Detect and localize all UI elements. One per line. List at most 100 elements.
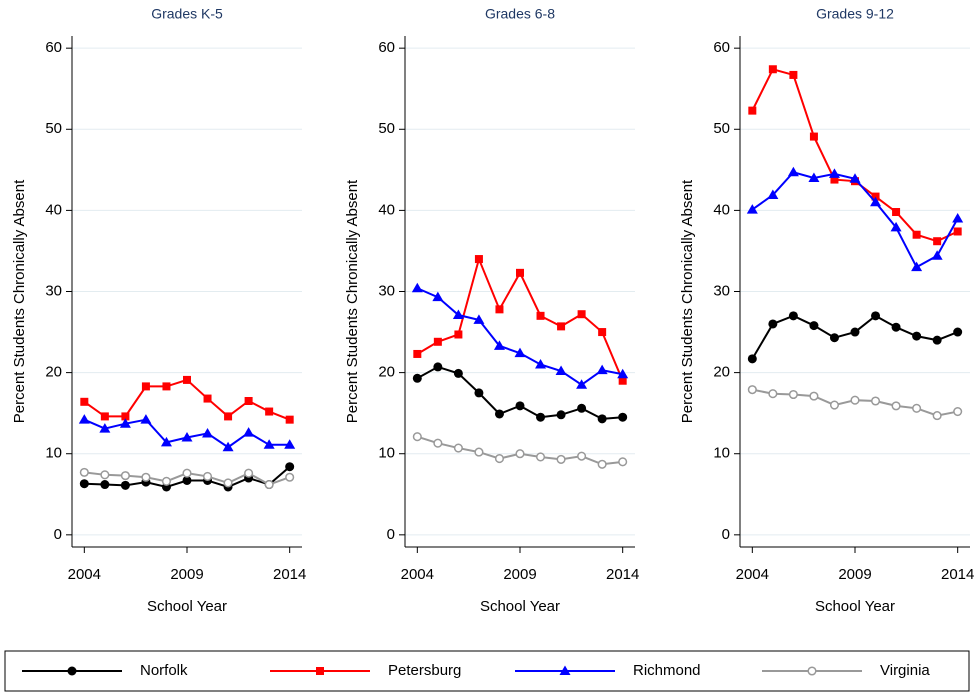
marker	[284, 439, 296, 449]
marker	[748, 106, 757, 115]
y-tick-label: 40	[45, 201, 62, 218]
marker	[932, 411, 942, 421]
y-tick-label: 40	[713, 201, 730, 218]
marker	[870, 196, 882, 207]
y-tick-label: 50	[713, 120, 730, 137]
marker	[912, 403, 922, 413]
marker	[953, 227, 962, 236]
marker	[597, 459, 607, 469]
marker	[412, 373, 422, 383]
marker	[953, 327, 963, 337]
marker	[871, 192, 880, 201]
marker	[746, 204, 758, 214]
y-tick-label: 30	[378, 282, 395, 299]
y-tick-label: 50	[378, 120, 395, 137]
legend-label: Richmond	[633, 662, 701, 679]
marker	[474, 447, 484, 457]
marker	[494, 454, 505, 464]
x-tick-label: 2004	[401, 566, 434, 583]
y-tick-label: 10	[378, 445, 395, 462]
x-tick-label: 2009	[503, 566, 536, 583]
y-tick-label: 30	[45, 282, 62, 299]
marker	[829, 333, 839, 343]
y-axis-label: Percent Students Chronically Absent	[679, 179, 696, 423]
x-tick-label: 2004	[68, 566, 101, 583]
legend-marker	[807, 666, 817, 676]
y-tick-label: 20	[713, 364, 730, 381]
marker	[597, 414, 607, 424]
marker	[80, 397, 89, 406]
series-line	[83, 378, 291, 421]
x-tick-label: 2009	[838, 566, 871, 583]
marker	[952, 213, 964, 223]
legend-label: Virginia	[880, 662, 930, 679]
marker	[119, 418, 131, 428]
marker	[809, 391, 819, 401]
marker	[120, 480, 130, 490]
marker	[494, 409, 504, 419]
marker	[931, 250, 943, 260]
marker	[285, 415, 294, 424]
marker	[432, 291, 444, 302]
y-tick-label: 30	[713, 282, 730, 299]
marker	[161, 476, 172, 486]
marker	[598, 328, 607, 337]
marker	[577, 310, 586, 319]
marker	[870, 396, 881, 406]
marker	[474, 255, 483, 264]
marker	[912, 230, 921, 239]
y-tick-label: 20	[45, 364, 62, 381]
marker	[162, 382, 171, 391]
x-tick-label: 2009	[170, 566, 203, 583]
marker	[433, 337, 442, 346]
x-axis-label: School Year	[147, 598, 227, 615]
marker	[596, 364, 608, 375]
marker	[516, 268, 524, 277]
marker	[849, 173, 861, 183]
marker	[618, 376, 627, 385]
marker	[433, 438, 443, 448]
marker	[100, 470, 110, 480]
marker	[79, 479, 89, 489]
marker	[809, 132, 818, 141]
marker	[78, 414, 90, 424]
marker	[285, 462, 295, 472]
y-tick-label: 60	[713, 39, 730, 56]
legend-label: Petersburg	[388, 662, 461, 679]
marker	[577, 451, 587, 461]
x-axis-label: School Year	[480, 598, 560, 615]
marker	[454, 330, 463, 339]
series-line	[416, 365, 623, 420]
marker	[536, 311, 545, 320]
marker	[411, 282, 423, 293]
marker	[140, 414, 152, 424]
marker	[535, 359, 547, 369]
series-line	[751, 171, 959, 269]
marker	[892, 208, 901, 217]
marker	[557, 322, 566, 331]
marker	[160, 436, 172, 447]
marker	[830, 175, 839, 184]
marker	[264, 479, 274, 490]
marker	[576, 379, 588, 389]
y-axis-label: Percent Students Chronically Absent	[11, 179, 28, 423]
x-tick-label: 2014	[941, 566, 974, 583]
marker	[808, 172, 820, 182]
marker	[493, 340, 505, 350]
y-tick-label: 10	[713, 445, 730, 462]
x-tick-label: 2004	[736, 566, 769, 583]
legend-marker	[559, 665, 571, 675]
y-tick-label: 20	[378, 364, 395, 381]
y-tick-label: 60	[45, 39, 62, 56]
x-axis-label: School Year	[815, 598, 895, 615]
marker	[183, 375, 191, 384]
marker	[79, 467, 89, 477]
marker	[100, 480, 110, 490]
marker	[474, 388, 484, 398]
marker	[618, 457, 628, 467]
x-tick-label: 2014	[273, 566, 306, 583]
marker	[556, 410, 566, 420]
marker	[222, 441, 234, 452]
y-tick-label: 0	[722, 526, 730, 543]
marker	[202, 427, 214, 438]
